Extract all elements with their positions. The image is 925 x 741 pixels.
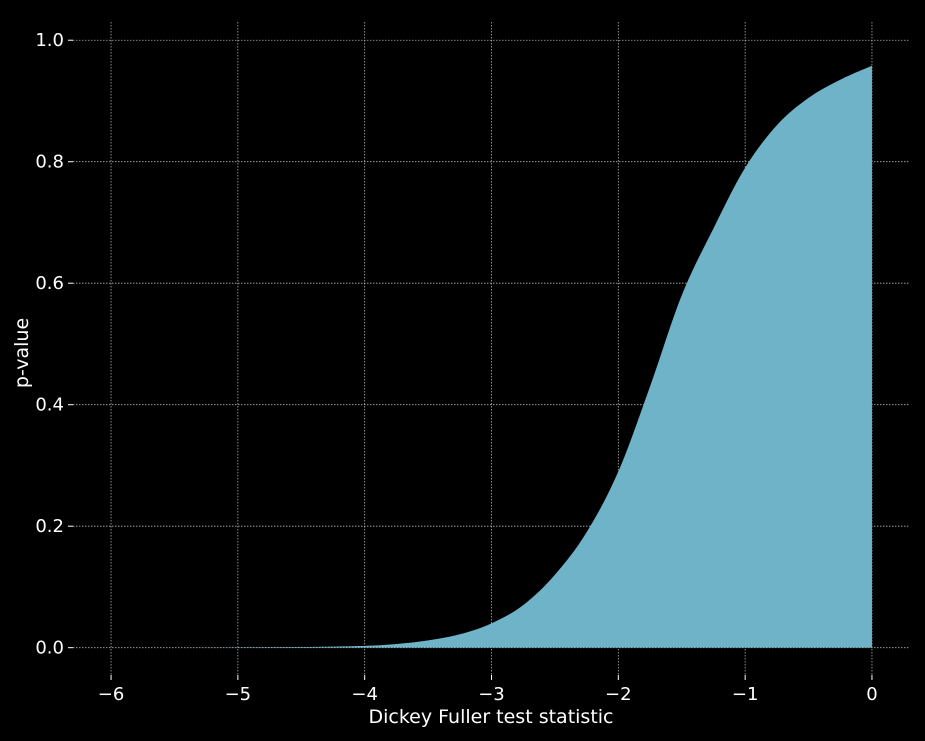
x-tick-label: −5	[225, 684, 252, 705]
x-tick-label: −1	[732, 684, 759, 705]
y-tick-label: 0.0	[35, 638, 64, 659]
y-tick-label: 0.6	[35, 273, 64, 294]
y-axis-label: p-value	[11, 318, 33, 388]
plot-area	[111, 65, 872, 648]
x-axis-label: Dickey Fuller test statistic	[368, 706, 613, 728]
y-tick-label: 0.2	[35, 516, 64, 537]
x-tick-label: −6	[98, 684, 125, 705]
y-tick-label: 0.8	[35, 152, 64, 173]
y-tick-label: 1.0	[35, 30, 64, 51]
x-tick-label: −4	[351, 684, 378, 705]
axis-ticks: −6 −5 −4 −3 −2 −1 0 0.0 0.2 0.4 0.6 0.8 1.0	[35, 30, 877, 705]
x-tick-label: −3	[478, 684, 505, 705]
y-tick-label: 0.4	[35, 395, 64, 416]
area-series	[111, 65, 872, 648]
x-tick-label: −2	[605, 684, 632, 705]
x-tick-label: 0	[866, 684, 877, 705]
